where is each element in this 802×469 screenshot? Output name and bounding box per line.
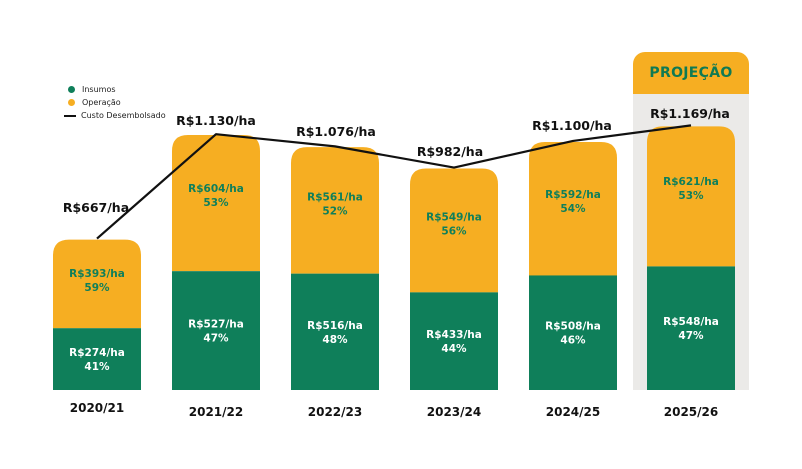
bar-insumos bbox=[410, 292, 498, 390]
insumos-value-label: R$433/ha bbox=[426, 329, 482, 341]
insumos-percent-label: 46% bbox=[560, 335, 586, 347]
category-label: 2023/24 bbox=[427, 405, 481, 419]
legend-item-operacao: Operação bbox=[68, 96, 166, 109]
operacao-percent-label: 53% bbox=[203, 197, 229, 209]
line-swatch-icon bbox=[64, 114, 76, 117]
insumos-value-label: R$527/ha bbox=[188, 319, 244, 331]
bar-insumos bbox=[53, 328, 141, 390]
category-label: 2024/25 bbox=[546, 405, 600, 419]
legend: Insumos Operação Custo Desembolsado bbox=[64, 83, 166, 122]
custo-value-label: R$1.100/ha bbox=[532, 118, 612, 133]
operacao-percent-label: 54% bbox=[560, 203, 586, 215]
custo-value-label: R$667/ha bbox=[63, 200, 129, 215]
custo-value-label: R$1.076/ha bbox=[296, 124, 376, 139]
operacao-value-label: R$621/ha bbox=[663, 176, 719, 188]
bar-operacao bbox=[53, 239, 141, 329]
operacao-value-label: R$604/ha bbox=[188, 183, 244, 195]
legend-item-custo: Custo Desembolsado bbox=[64, 109, 166, 122]
insumos-value-label: R$274/ha bbox=[69, 347, 125, 359]
insumos-percent-label: 44% bbox=[441, 343, 467, 355]
operacao-percent-label: 56% bbox=[441, 226, 467, 238]
bar-insumos bbox=[291, 273, 379, 390]
bar-insumos bbox=[647, 266, 735, 390]
legend-item-insumos: Insumos bbox=[68, 83, 166, 96]
line-custo-desembolsado bbox=[96, 124, 692, 240]
insumos-value-label: R$548/ha bbox=[663, 316, 719, 328]
category-label: 2021/22 bbox=[189, 405, 243, 419]
operacao-value-label: R$393/ha bbox=[69, 268, 125, 280]
insumos-percent-label: 47% bbox=[203, 333, 229, 345]
insumos-value-label: R$508/ha bbox=[545, 321, 601, 333]
custo-value-label: R$1.130/ha bbox=[176, 113, 256, 128]
operacao-percent-label: 59% bbox=[84, 282, 110, 294]
bar-operacao bbox=[529, 141, 617, 276]
custo-value-label: R$1.169/ha bbox=[650, 106, 730, 121]
bar-operacao bbox=[647, 126, 735, 267]
bar-insumos bbox=[172, 271, 260, 390]
operacao-percent-label: 53% bbox=[678, 190, 704, 202]
category-label: 2025/26 bbox=[664, 405, 718, 419]
insumos-percent-label: 47% bbox=[678, 330, 704, 342]
insumos-percent-label: 48% bbox=[322, 334, 348, 346]
insumos-value-label: R$516/ha bbox=[307, 320, 363, 332]
operacao-percent-label: 52% bbox=[322, 205, 348, 217]
projection-label: PROJEÇÃO bbox=[633, 52, 749, 94]
insumos-percent-label: 41% bbox=[84, 361, 110, 373]
bar-insumos bbox=[529, 275, 617, 390]
legend-label: Insumos bbox=[82, 85, 116, 94]
operacao-value-label: R$592/ha bbox=[545, 189, 601, 201]
category-label: 2020/21 bbox=[70, 401, 124, 415]
insumos-dot-icon bbox=[68, 86, 75, 93]
legend-label: Custo Desembolsado bbox=[81, 111, 166, 120]
operacao-dot-icon bbox=[68, 99, 75, 106]
custo-value-label: R$982/ha bbox=[417, 144, 483, 159]
operacao-value-label: R$561/ha bbox=[307, 191, 363, 203]
bar-operacao bbox=[410, 168, 498, 293]
bar-operacao bbox=[172, 134, 260, 272]
legend-label: Operação bbox=[82, 98, 121, 107]
operacao-value-label: R$549/ha bbox=[426, 212, 482, 224]
bar-operacao bbox=[291, 147, 379, 274]
category-label: 2022/23 bbox=[308, 405, 362, 419]
